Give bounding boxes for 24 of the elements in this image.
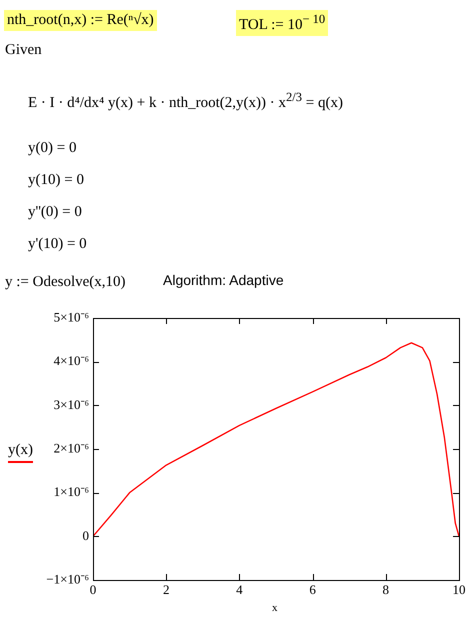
text: nth_root(n,x) := Re(ⁿ√x) <box>4 10 157 31</box>
text: TOL := 10$^{− 10}$ <box>236 10 328 36</box>
y-tick-label: −1×10⁻⁶ <box>46 571 89 586</box>
y-axis-title: y(x) <box>8 442 33 463</box>
text: Algorithm: Adaptive <box>163 272 284 288</box>
text: y(10) = 0 <box>28 172 84 189</box>
x-tick-label: 4 <box>236 582 244 598</box>
text: y(0) = 0 <box>28 140 76 157</box>
y-tick-label: 1×10⁻⁶ <box>54 484 89 500</box>
y-tick-label: 0 <box>82 528 89 543</box>
text: y := Odesolve(x,10) <box>5 274 126 291</box>
text: Given <box>5 42 42 59</box>
y-tick-label: 3×10⁻⁶ <box>54 396 89 412</box>
x-tick-label: 6 <box>309 582 316 598</box>
text: y'(10) = 0 <box>28 236 87 253</box>
y-tick-label: 2×10⁻⁶ <box>54 440 89 456</box>
text: y''(0) = 0 <box>28 204 82 221</box>
x-axis-title: x <box>272 602 278 614</box>
y-tick-label: 5×10⁻⁶ <box>54 309 89 324</box>
x-tick-label: 8 <box>382 582 390 598</box>
text: E · I · d⁴/dx⁴ y(x) + k · nth_root(2,y(x)) · x$^{2/3}$ = q(x) <box>28 90 343 112</box>
y-tick-label: 4×10⁻⁶ <box>54 353 89 368</box>
x-tick-label: 2 <box>162 582 170 598</box>
x-tick-label: 10 <box>452 582 466 598</box>
